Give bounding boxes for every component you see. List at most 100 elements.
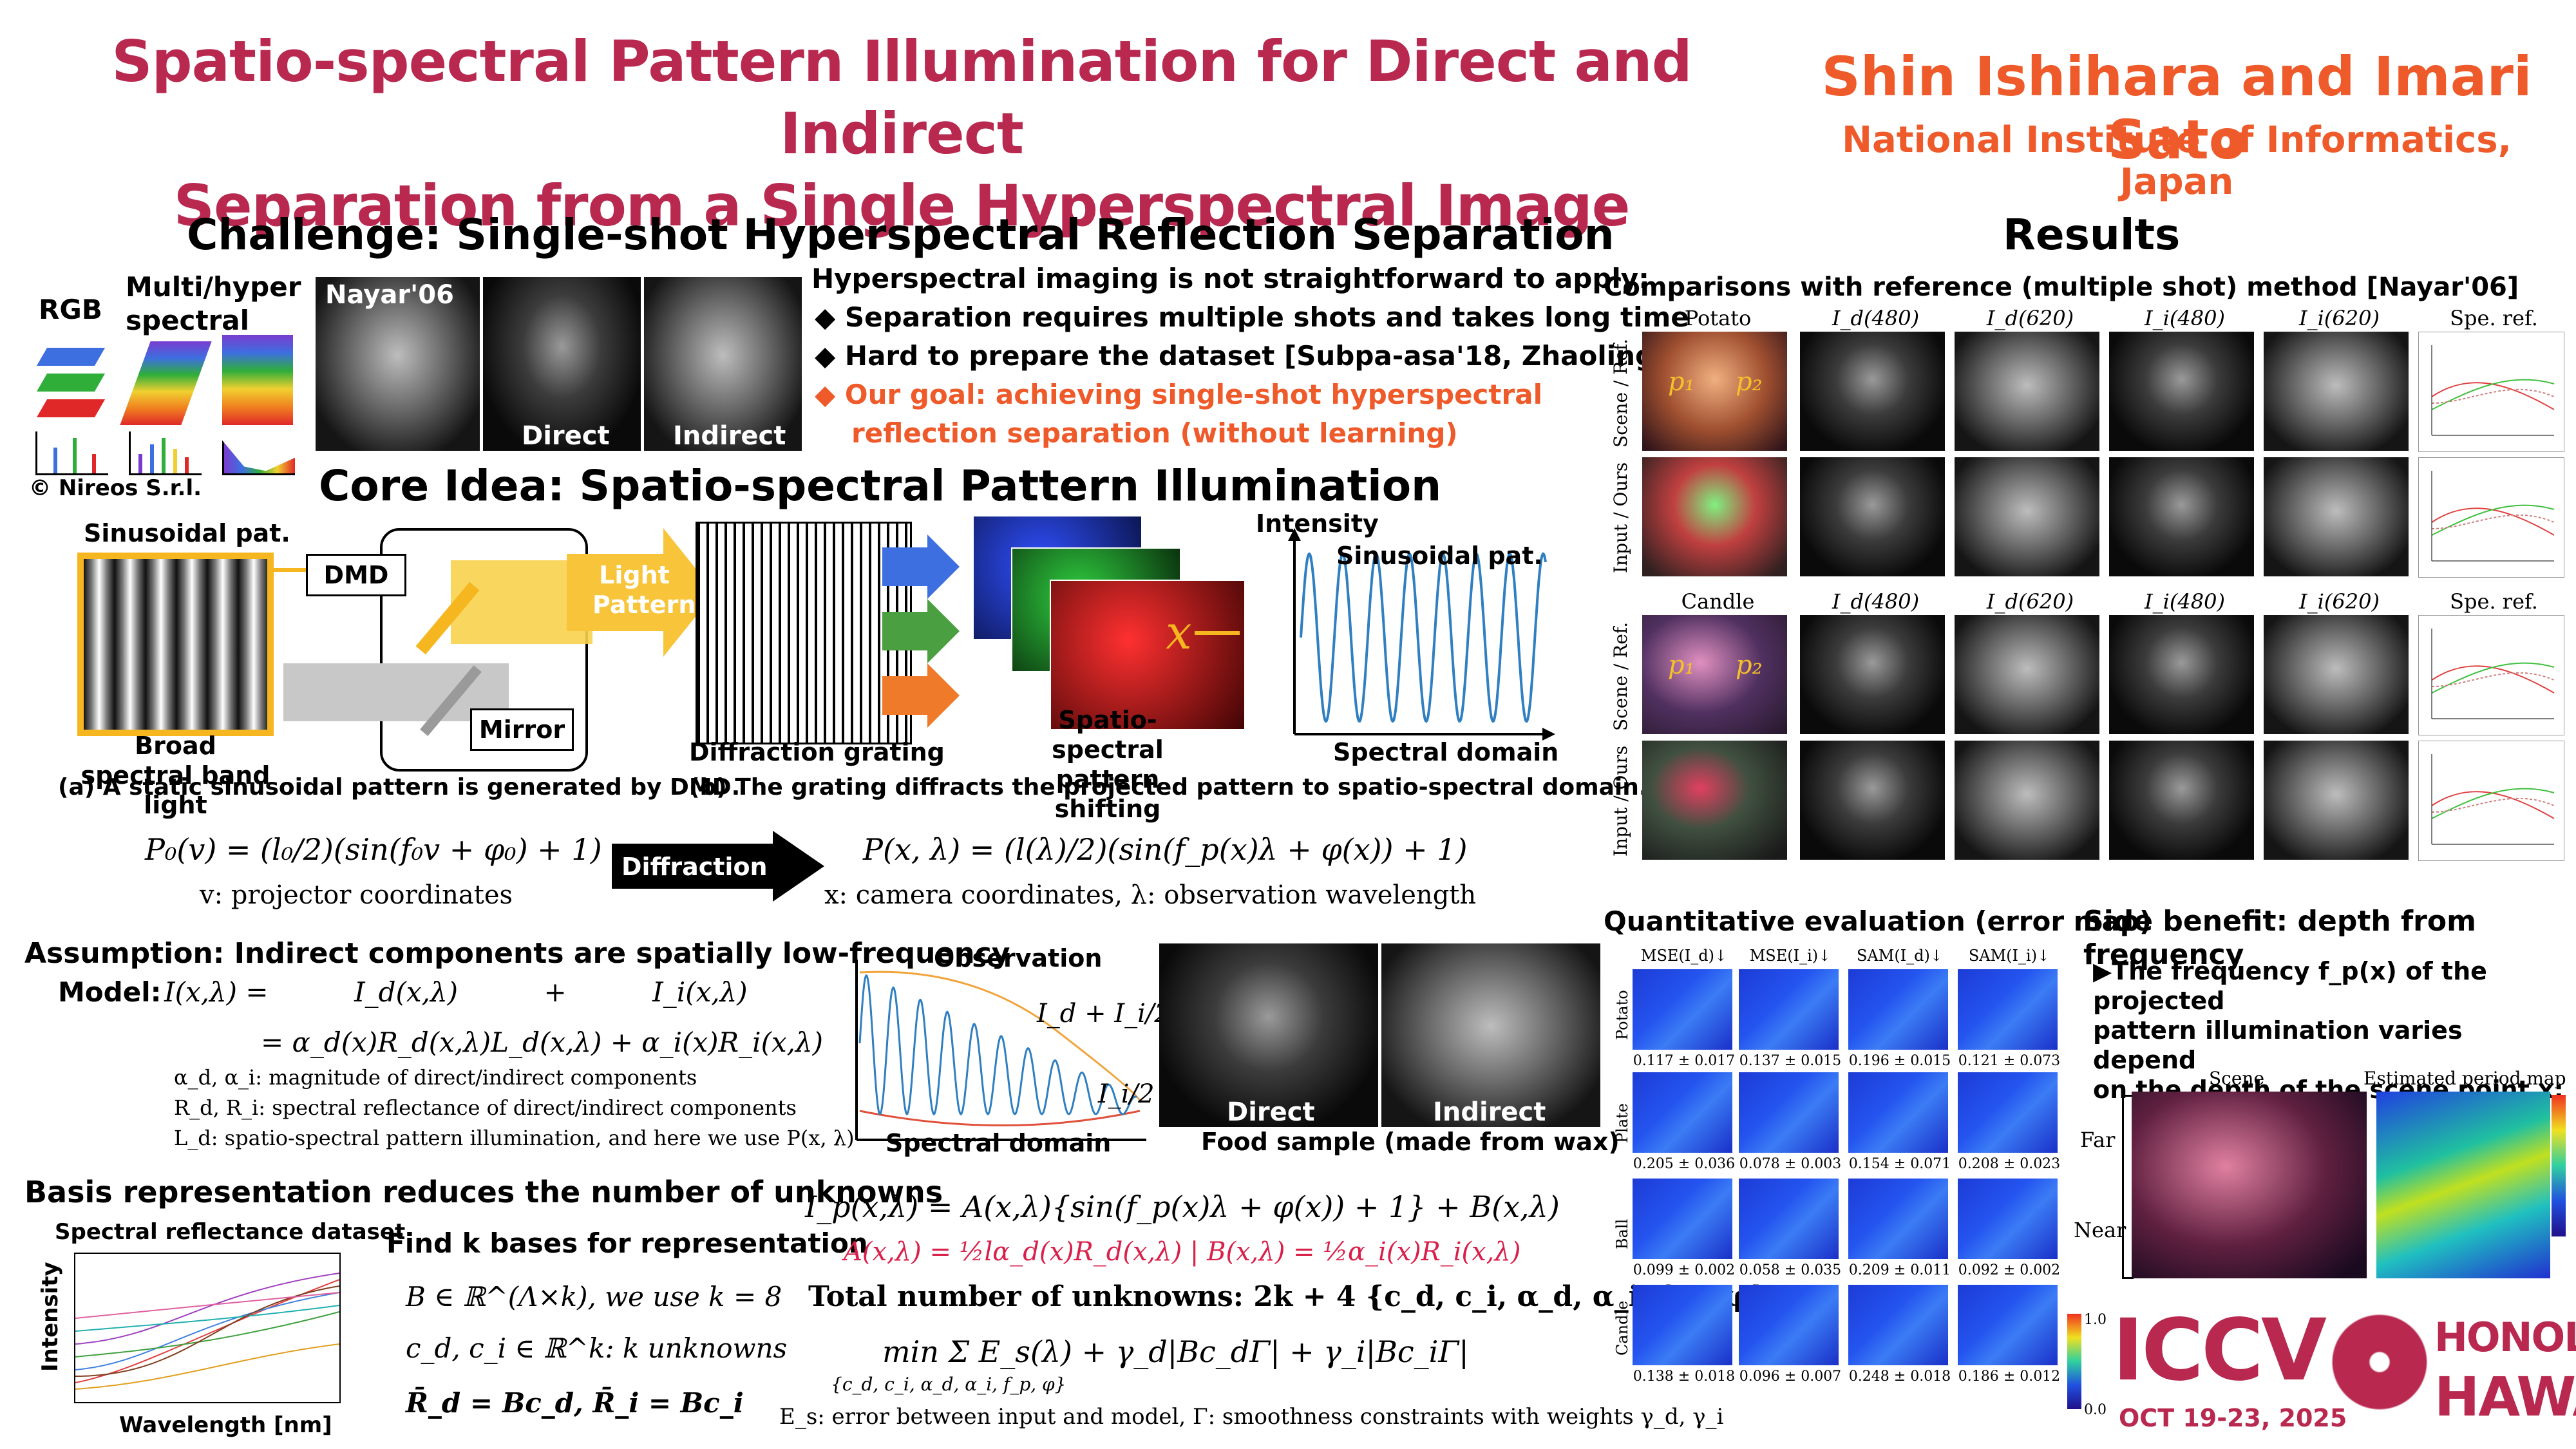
scene-label: Scene [2209,1068,2265,1089]
equation-p-note: x: camera coordinates, λ: observation wa… [824,880,1477,910]
scene-image [1642,457,1787,576]
x-arrow [1195,631,1240,635]
rgb-spectrum-icon [35,431,108,475]
food-direct-label: Direct [1227,1097,1315,1127]
error-map-image [1739,1072,1839,1153]
side-text-1: The frequency f_p(x) of the projected [2093,957,2487,1015]
spectral-domain-label: Spectral domain [1333,738,1559,766]
ab-equation: A(x,λ) = ½lα_d(x)R_d(x,λ) | B(x,λ) = ½α_… [844,1237,1521,1267]
mirror-box: Mirror [470,708,574,751]
comparison-col-header: Spe. ref. [2450,306,2538,330]
spectral-reflectance-plot [2418,615,2564,735]
nayar-scene-image: Nayar'06 [316,277,480,451]
copyright: © Nireos S.r.l. [29,475,202,501]
basis-eq-1: B ∈ ℝ^(Λ×k), we use k = 8 [406,1281,782,1312]
authors: Shin Ishihara and Imari Sato [1821,45,2532,171]
dmd-label: DMD [323,561,389,589]
rgb-label: RGB [39,294,102,325]
error-map-image [1848,1285,1948,1365]
comparison-col-header: I_d(620) [1986,306,2074,330]
comparison-col-header: I_d(620) [1986,589,2074,614]
error-row-label: Plate [1613,1103,1631,1143]
sinusoidal-label: Sinusoidal pat. [84,519,290,547]
error-map-image [1739,969,1839,1050]
es-note: E_s: error between input and model, Γ: s… [779,1404,1724,1430]
light-pattern-arrow [567,528,715,657]
bullet-2-text: Hard to prepare the dataset [Subpa-asa'1… [844,340,1713,372]
separation-result-image [1800,741,1945,860]
error-map-image [1739,1285,1839,1365]
diffraction-arrow [612,831,824,902]
nayar-direct-image: Direct [483,277,641,451]
separation-result-image [2109,615,2254,734]
error-col-header: SAM(I_d)↓ [1856,947,1944,965]
error-value: 0.099 ± 0.002 [1633,1262,1736,1278]
separation-result-image [1955,457,2099,576]
comparison-col-header: I_d(480) [1832,589,1920,614]
dmd-box: DMD [306,554,406,596]
model-line-1: I(x,λ) = I_d(x,λ) + I_i(x,λ) [164,976,748,1008]
sinusoidal-label-2: Sinusoidal pat. [1336,542,1543,570]
basis-eq-3: R̄_d = Bc_d, R̄_i = Bc_i [406,1387,744,1419]
far-label: Far [2080,1128,2116,1152]
error-map-image [1633,1179,1732,1259]
reflectance-xlabel: Wavelength [nm] [119,1412,332,1438]
colorbar-top: 1.0 [2084,1312,2107,1328]
separation-result-image [2109,457,2254,576]
separation-result-image [1800,615,1945,734]
near-label: Near [2074,1218,2126,1242]
nayar-label: Nayar'06 [325,280,454,310]
equation-p: P(x, λ) = (l(λ)/2)(sin(f_p(x)λ + φ(x)) +… [863,832,1468,867]
separation-result-image [2264,332,2409,451]
direct-label: Direct [522,421,610,451]
error-row-label: Candle [1613,1300,1631,1356]
hyperspectral-stack-image: x [972,515,1256,730]
model-label: Model: [58,976,162,1008]
challenge-goal-2: reflection separation (without learning) [851,417,1458,449]
error-map-image [1633,969,1732,1050]
observation-spectral-label: Spectral domain [886,1129,1112,1157]
equation-p0: P₀(v) = (l₀/2)(sin(f₀v + φ₀) + 1) [145,832,602,867]
comparison-col-header: I_i(480) [2145,589,2225,614]
food-indirect-label: Indirect [1433,1097,1546,1127]
food-direct-image: Direct [1159,943,1378,1127]
error-value: 0.205 ± 0.036 [1633,1156,1736,1172]
comparison-row-label: Scene / Ref. [1610,338,1631,448]
comparison-col-header: I_d(480) [1832,306,1920,330]
spectral-reflectance-plot [2418,332,2564,452]
shifting-label: Spatio-spectral pattern shifting [1052,706,1164,823]
light-pattern-label: Light Pattern [592,561,696,619]
id-ii-label: I_d + I_i/2 [1037,999,1171,1028]
basis-heading: Basis representation reduces the number … [24,1175,943,1209]
colorbar [2067,1314,2081,1409]
error-value: 0.154 ± 0.071 [1848,1156,1951,1172]
error-map-image [1848,1072,1948,1153]
error-value: 0.121 ± 0.073 [1958,1053,2061,1069]
error-value: 0.186 ± 0.012 [1958,1368,2061,1385]
point-marker-p2: p₂ [1736,650,1763,680]
error-col-header: MSE(I_d)↓ [1640,947,1728,965]
sinusoidal-pattern-image [77,553,274,736]
min-subscript: {c_d, c_i, α_d, α_i, f_p, φ} [831,1374,1066,1395]
error-row-label: Ball [1613,1218,1631,1249]
separation-result-image [1955,615,2099,734]
challenge-bullet-2: ◆ Hard to prepare the dataset [Subpa-asa… [815,340,1713,372]
comparison-col-header: Potato [1684,306,1752,330]
separation-result-image [1955,332,2099,451]
ip-equation: I_p(x,λ) = A(x,λ){sin(f_p(x)λ + φ(x)) + … [805,1189,1560,1224]
broad-label: Broad spectral band light [80,732,270,819]
separation-result-image [2264,615,2409,734]
point-marker-p1: p₁ [1668,367,1695,397]
comparison-row-label: Scene / Ref. [1610,621,1631,731]
multispectral-label: Multi/hyper spectral [126,271,301,336]
hyperspectral-cube-icon [222,335,293,425]
error-col-header: SAM(I_i)↓ [1968,947,2050,965]
point-marker-p1: p₁ [1668,650,1695,680]
comparison-row-label: Input / Ours [1610,745,1631,857]
results-heading: Results [2003,210,2181,260]
ii-label: I_i/2 [1098,1079,1155,1109]
error-value: 0.208 ± 0.023 [1958,1156,2061,1172]
caption-a: (a) A static sinusoidal pattern is gener… [58,774,741,800]
dataset-label: Spectral reflectance dataset [55,1219,406,1245]
iccv-dates: OCT 19-23, 2025 [2119,1404,2347,1432]
